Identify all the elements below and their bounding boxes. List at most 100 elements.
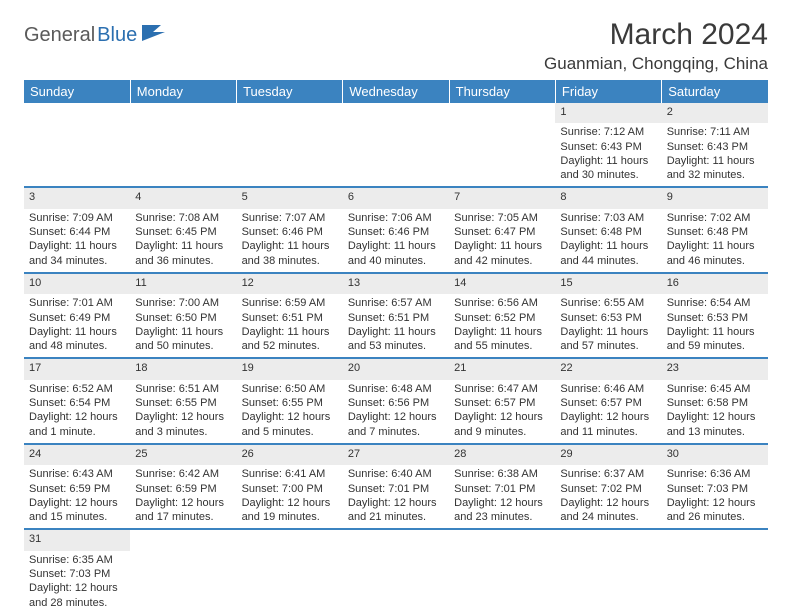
day-number: 11 [130, 273, 236, 294]
day-number: 21 [449, 358, 555, 379]
day-header: Sunday [24, 80, 130, 103]
day-cell [555, 551, 661, 614]
day-number: 13 [343, 273, 449, 294]
day-cell: Sunrise: 7:05 AMSunset: 6:47 PMDaylight:… [449, 209, 555, 273]
day-cell: Sunrise: 6:54 AMSunset: 6:53 PMDaylight:… [662, 294, 768, 358]
month-title: March 2024 [544, 18, 768, 52]
day-cell [449, 123, 555, 187]
day-number-row: 17181920212223 [24, 358, 768, 379]
day-number [449, 529, 555, 550]
day-cell: Sunrise: 6:56 AMSunset: 6:52 PMDaylight:… [449, 294, 555, 358]
day-number: 25 [130, 444, 236, 465]
day-detail-row: Sunrise: 6:52 AMSunset: 6:54 PMDaylight:… [24, 380, 768, 444]
day-cell: Sunrise: 6:36 AMSunset: 7:03 PMDaylight:… [662, 465, 768, 529]
day-number: 6 [343, 187, 449, 208]
day-number: 18 [130, 358, 236, 379]
day-detail-row: Sunrise: 6:43 AMSunset: 6:59 PMDaylight:… [24, 465, 768, 529]
day-cell [130, 123, 236, 187]
day-number: 2 [662, 103, 768, 123]
day-cell: Sunrise: 6:45 AMSunset: 6:58 PMDaylight:… [662, 380, 768, 444]
day-number: 10 [24, 273, 130, 294]
day-number: 20 [343, 358, 449, 379]
day-cell: Sunrise: 7:12 AMSunset: 6:43 PMDaylight:… [555, 123, 661, 187]
day-cell: Sunrise: 6:59 AMSunset: 6:51 PMDaylight:… [237, 294, 343, 358]
day-number [343, 103, 449, 123]
day-cell: Sunrise: 7:09 AMSunset: 6:44 PMDaylight:… [24, 209, 130, 273]
day-number-row: 31 [24, 529, 768, 550]
day-number-row: 3456789 [24, 187, 768, 208]
day-number: 8 [555, 187, 661, 208]
day-header: Wednesday [343, 80, 449, 103]
day-number: 7 [449, 187, 555, 208]
day-number: 31 [24, 529, 130, 550]
day-cell: Sunrise: 6:37 AMSunset: 7:02 PMDaylight:… [555, 465, 661, 529]
day-header: Tuesday [237, 80, 343, 103]
day-cell: Sunrise: 6:48 AMSunset: 6:56 PMDaylight:… [343, 380, 449, 444]
day-number: 9 [662, 187, 768, 208]
day-detail-row: Sunrise: 7:09 AMSunset: 6:44 PMDaylight:… [24, 209, 768, 273]
day-cell: Sunrise: 6:41 AMSunset: 7:00 PMDaylight:… [237, 465, 343, 529]
day-cell [130, 551, 236, 614]
day-number: 5 [237, 187, 343, 208]
day-number-row: 10111213141516 [24, 273, 768, 294]
day-cell: Sunrise: 6:51 AMSunset: 6:55 PMDaylight:… [130, 380, 236, 444]
day-cell: Sunrise: 6:46 AMSunset: 6:57 PMDaylight:… [555, 380, 661, 444]
location: Guanmian, Chongqing, China [544, 54, 768, 74]
day-detail-row: Sunrise: 6:35 AMSunset: 7:03 PMDaylight:… [24, 551, 768, 614]
day-number [662, 529, 768, 550]
day-cell: Sunrise: 6:55 AMSunset: 6:53 PMDaylight:… [555, 294, 661, 358]
day-cell: Sunrise: 6:52 AMSunset: 6:54 PMDaylight:… [24, 380, 130, 444]
day-cell [662, 551, 768, 614]
day-number: 28 [449, 444, 555, 465]
day-number [449, 103, 555, 123]
day-header: Friday [555, 80, 661, 103]
day-cell [237, 551, 343, 614]
logo-flag-icon [141, 24, 167, 47]
day-number: 30 [662, 444, 768, 465]
day-cell [237, 123, 343, 187]
calendar-body: 12Sunrise: 7:12 AMSunset: 6:43 PMDayligh… [24, 103, 768, 614]
day-number: 27 [343, 444, 449, 465]
header: General Blue March 2024 Guanmian, Chongq… [24, 18, 768, 74]
day-cell: Sunrise: 7:01 AMSunset: 6:49 PMDaylight:… [24, 294, 130, 358]
day-number [343, 529, 449, 550]
day-cell: Sunrise: 6:57 AMSunset: 6:51 PMDaylight:… [343, 294, 449, 358]
day-number: 3 [24, 187, 130, 208]
title-block: March 2024 Guanmian, Chongqing, China [544, 18, 768, 74]
day-header: Saturday [662, 80, 768, 103]
day-number: 12 [237, 273, 343, 294]
day-cell: Sunrise: 7:00 AMSunset: 6:50 PMDaylight:… [130, 294, 236, 358]
day-number: 29 [555, 444, 661, 465]
day-cell: Sunrise: 6:47 AMSunset: 6:57 PMDaylight:… [449, 380, 555, 444]
calendar-table: SundayMondayTuesdayWednesdayThursdayFrid… [24, 80, 768, 614]
day-number [130, 529, 236, 550]
day-number: 15 [555, 273, 661, 294]
day-cell: Sunrise: 7:08 AMSunset: 6:45 PMDaylight:… [130, 209, 236, 273]
day-number [130, 103, 236, 123]
day-cell [449, 551, 555, 614]
logo: General Blue [24, 18, 167, 47]
logo-text-blue: Blue [97, 24, 137, 47]
day-number: 26 [237, 444, 343, 465]
day-cell: Sunrise: 7:11 AMSunset: 6:43 PMDaylight:… [662, 123, 768, 187]
day-number-row: 24252627282930 [24, 444, 768, 465]
day-cell [343, 123, 449, 187]
day-cell: Sunrise: 6:42 AMSunset: 6:59 PMDaylight:… [130, 465, 236, 529]
day-cell: Sunrise: 7:06 AMSunset: 6:46 PMDaylight:… [343, 209, 449, 273]
day-cell: Sunrise: 6:35 AMSunset: 7:03 PMDaylight:… [24, 551, 130, 614]
day-number: 4 [130, 187, 236, 208]
day-cell [343, 551, 449, 614]
day-number [24, 103, 130, 123]
day-number: 22 [555, 358, 661, 379]
day-cell: Sunrise: 7:03 AMSunset: 6:48 PMDaylight:… [555, 209, 661, 273]
day-number: 17 [24, 358, 130, 379]
day-number [237, 529, 343, 550]
day-number: 24 [24, 444, 130, 465]
day-number [237, 103, 343, 123]
day-cell: Sunrise: 7:02 AMSunset: 6:48 PMDaylight:… [662, 209, 768, 273]
day-cell: Sunrise: 6:50 AMSunset: 6:55 PMDaylight:… [237, 380, 343, 444]
day-number: 1 [555, 103, 661, 123]
day-cell: Sunrise: 6:40 AMSunset: 7:01 PMDaylight:… [343, 465, 449, 529]
day-number: 16 [662, 273, 768, 294]
day-cell: Sunrise: 6:38 AMSunset: 7:01 PMDaylight:… [449, 465, 555, 529]
